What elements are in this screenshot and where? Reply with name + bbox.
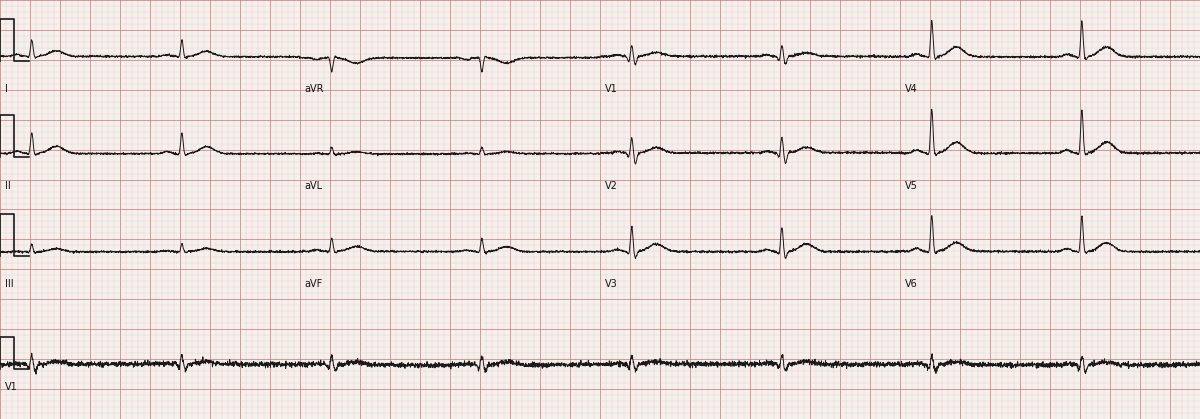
Text: aVL: aVL [305, 181, 323, 191]
Text: III: III [5, 279, 13, 289]
Text: II: II [5, 181, 11, 191]
Text: V1: V1 [5, 382, 18, 392]
Text: I: I [5, 84, 7, 94]
Text: V6: V6 [905, 279, 918, 289]
Text: V4: V4 [905, 84, 918, 94]
Text: V2: V2 [605, 181, 618, 191]
Text: aVF: aVF [305, 279, 323, 289]
Text: aVR: aVR [305, 84, 324, 94]
Text: V3: V3 [605, 279, 618, 289]
Text: V5: V5 [905, 181, 918, 191]
Text: V1: V1 [605, 84, 618, 94]
